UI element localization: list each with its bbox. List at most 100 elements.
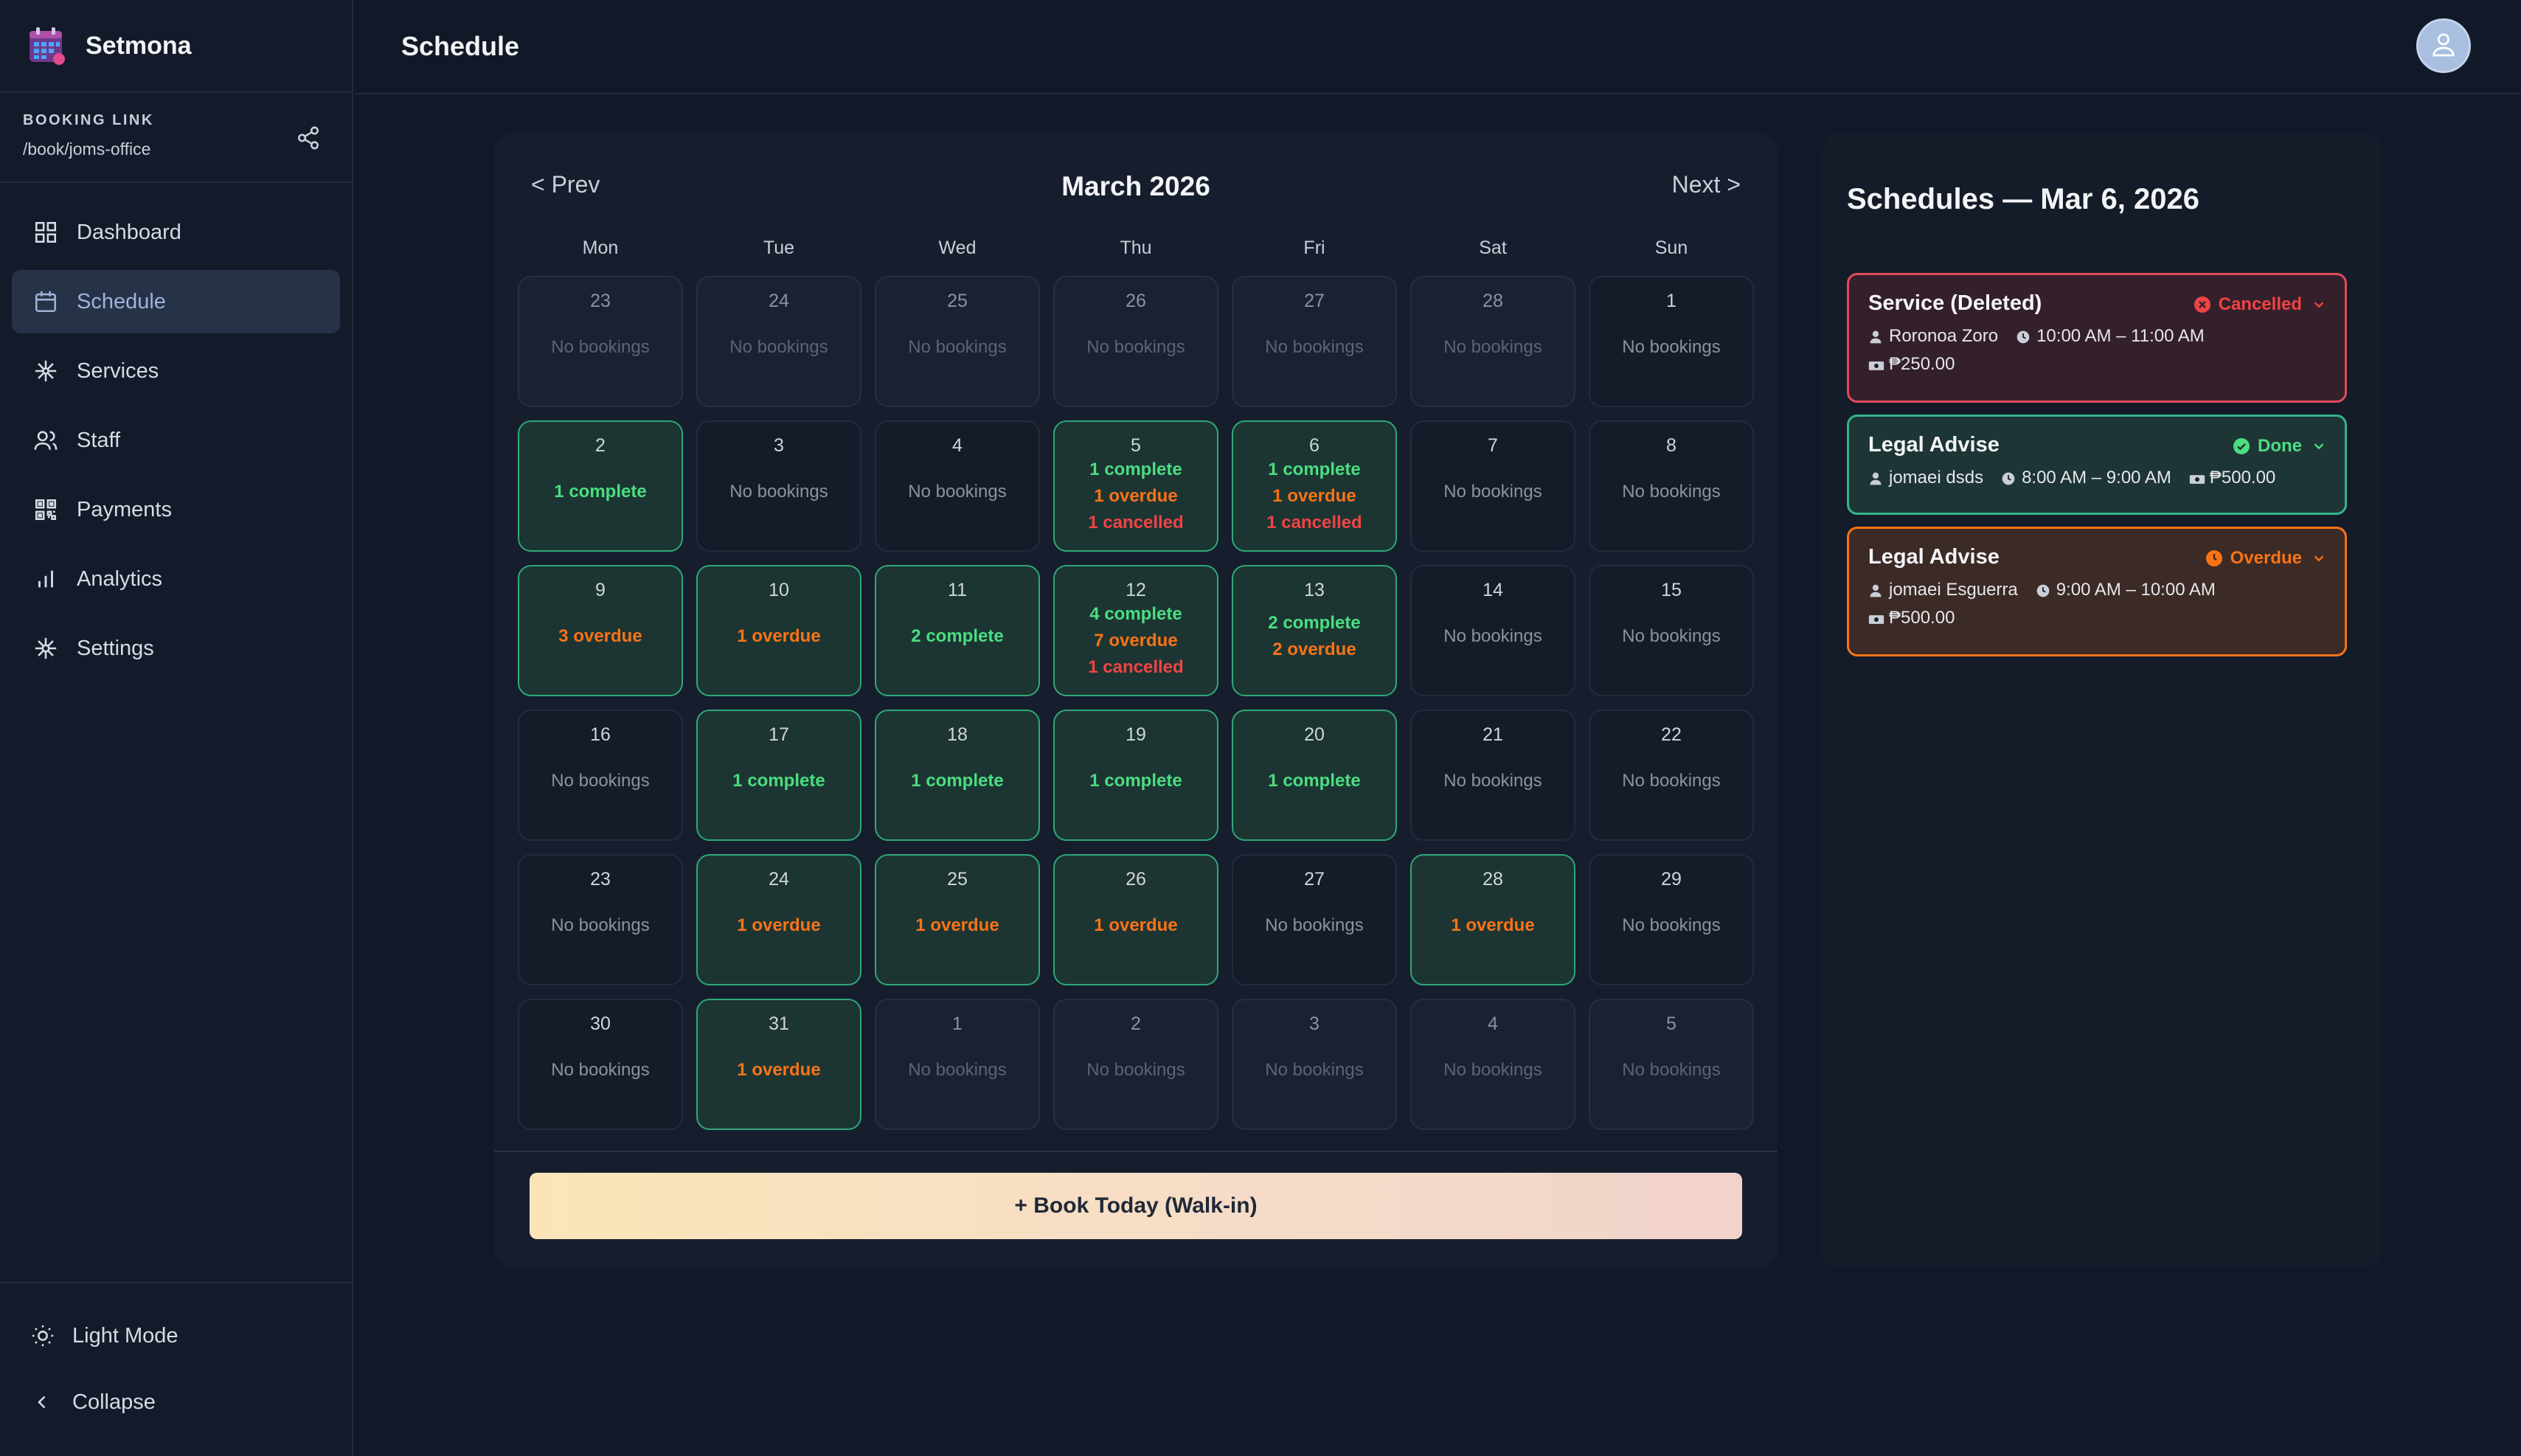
next-month-button[interactable]: Next > bbox=[1671, 171, 1741, 198]
calendar-day-cell[interactable]: 22 No bookings bbox=[1589, 710, 1754, 841]
calendar-day-cell[interactable]: 11 2 complete bbox=[875, 565, 1040, 696]
calendar-day-cell[interactable]: 27 No bookings bbox=[1232, 276, 1397, 407]
calendar-day-cell[interactable]: 23 No bookings bbox=[518, 854, 683, 985]
payments-icon bbox=[31, 495, 60, 524]
booking-stat-complete: 2 complete bbox=[911, 626, 1004, 646]
day-number: 3 bbox=[774, 435, 784, 456]
calendar-day-cell[interactable]: 24 1 overdue bbox=[696, 854, 861, 985]
day-number: 16 bbox=[590, 724, 611, 745]
sidebar-item-staff[interactable]: Staff bbox=[12, 409, 340, 472]
sidebar-item-payments[interactable]: Payments bbox=[12, 478, 340, 541]
day-stats: 1 complete bbox=[911, 748, 1003, 814]
calendar-day-cell[interactable]: 30 No bookings bbox=[518, 999, 683, 1130]
calendar-day-cell[interactable]: 13 2 complete 2 overdue bbox=[1232, 565, 1397, 696]
calendar-panel: < Prev March 2026 Next > Mon Tue Wed Thu Fri… bbox=[494, 133, 1778, 1269]
status-dropdown[interactable]: Done bbox=[2233, 436, 2327, 457]
day-number: 10 bbox=[769, 580, 789, 600]
user-icon bbox=[2429, 30, 2458, 63]
status-dropdown[interactable]: Cancelled bbox=[2194, 294, 2327, 315]
calendar-day-cell[interactable]: 2 No bookings bbox=[1053, 999, 1218, 1130]
brand: Setmona bbox=[0, 0, 352, 93]
calendar-day-cell[interactable]: 25 No bookings bbox=[875, 276, 1040, 407]
day-stats: No bookings bbox=[1443, 748, 1542, 814]
sidebar-item-dashboard[interactable]: Dashboard bbox=[12, 201, 340, 264]
day-stats: No bookings bbox=[551, 314, 649, 381]
day-stats: No bookings bbox=[908, 314, 1006, 381]
collapse-button[interactable]: Collapse bbox=[0, 1369, 352, 1435]
price-meta: ₱500.00 bbox=[2189, 468, 2275, 488]
calendar-day-cell[interactable]: 25 1 overdue bbox=[875, 854, 1040, 985]
customer-meta: jomaei dsds bbox=[1868, 468, 1983, 488]
day-stats: No bookings bbox=[729, 459, 828, 525]
weekday-label: Sat bbox=[1479, 238, 1507, 258]
calendar-day-cell[interactable]: 2 1 complete bbox=[518, 420, 683, 552]
price-meta: ₱500.00 bbox=[1868, 608, 1955, 628]
calendar-day-cell[interactable]: 29 No bookings bbox=[1589, 854, 1754, 985]
share-icon[interactable] bbox=[296, 125, 321, 150]
book-today-button[interactable]: + Book Today (Walk-in) bbox=[530, 1173, 1742, 1239]
clock-icon bbox=[2036, 583, 2050, 597]
calendar-day-cell[interactable]: 5 1 complete 1 overdue 1 cancelled bbox=[1053, 420, 1218, 552]
calendar-day-cell[interactable]: 9 3 overdue bbox=[518, 565, 683, 696]
status-dropdown[interactable]: Overdue bbox=[2205, 548, 2327, 569]
calendar-day-cell[interactable]: 27 No bookings bbox=[1232, 854, 1397, 985]
avatar[interactable] bbox=[2416, 18, 2471, 73]
booking-stat-complete: 1 complete bbox=[911, 771, 1004, 791]
booking-stat-none: No bookings bbox=[908, 1060, 1007, 1080]
calendar-day-cell[interactable]: 15 No bookings bbox=[1589, 565, 1754, 696]
calendar-day-cell[interactable]: 8 No bookings bbox=[1589, 420, 1754, 552]
calendar-day-cell[interactable]: 4 No bookings bbox=[1410, 999, 1575, 1130]
calendar-day-cell[interactable]: 10 1 overdue bbox=[696, 565, 861, 696]
calendar-day-cell[interactable]: 31 1 overdue bbox=[696, 999, 861, 1130]
calendar-day-cell[interactable]: 12 4 complete 7 overdue 1 cancelled bbox=[1053, 565, 1218, 696]
day-stats: No bookings bbox=[1622, 892, 1720, 959]
booking-stat-none: No bookings bbox=[729, 337, 828, 357]
sidebar-item-analytics[interactable]: Analytics bbox=[12, 547, 340, 611]
calendar-day-cell[interactable]: 3 No bookings bbox=[696, 420, 861, 552]
calendar-day-cell[interactable]: 16 No bookings bbox=[518, 710, 683, 841]
booking-link-path[interactable]: /book/joms-office bbox=[23, 139, 151, 159]
calendar-day-cell[interactable]: 19 1 complete bbox=[1053, 710, 1218, 841]
schedule-meta-row: Roronoa Zoro 10:00 AM – 11:00 AM bbox=[1868, 326, 2326, 347]
booking-stat-none: No bookings bbox=[551, 337, 650, 357]
sidebar-item-schedule[interactable]: Schedule bbox=[12, 270, 340, 333]
status-label: Overdue bbox=[2230, 548, 2302, 568]
calendar-day-cell[interactable]: 1 No bookings bbox=[1589, 276, 1754, 407]
calendar-day-cell[interactable]: 24 No bookings bbox=[696, 276, 861, 407]
schedule-card[interactable]: Legal Advise Done jomaei dsds 8:00 AM – 9:0… bbox=[1847, 415, 2347, 515]
calendar-day-cell[interactable]: 5 No bookings bbox=[1589, 999, 1754, 1130]
sidebar-item-settings[interactable]: Settings bbox=[12, 617, 340, 680]
chevron-down-icon bbox=[2311, 297, 2327, 313]
calendar-day-cell[interactable]: 3 No bookings bbox=[1232, 999, 1397, 1130]
schedule-card[interactable]: Service (Deleted) Cancelled Roronoa Zoro 10… bbox=[1847, 273, 2347, 403]
light-mode-toggle[interactable]: Light Mode bbox=[0, 1303, 352, 1369]
day-number: 4 bbox=[1488, 1013, 1498, 1034]
sidebar-item-label: Settings bbox=[77, 636, 154, 660]
calendar-day-cell[interactable]: 14 No bookings bbox=[1410, 565, 1575, 696]
sidebar-item-services[interactable]: Services bbox=[12, 339, 340, 403]
day-stats: No bookings bbox=[1265, 314, 1363, 381]
calendar-day-cell[interactable]: 4 No bookings bbox=[875, 420, 1040, 552]
calendar-day-cell[interactable]: 21 No bookings bbox=[1410, 710, 1575, 841]
booking-stat-none: No bookings bbox=[1443, 1060, 1542, 1080]
calendar-day-cell[interactable]: 7 No bookings bbox=[1410, 420, 1575, 552]
calendar-day-cell[interactable]: 28 No bookings bbox=[1410, 276, 1575, 407]
calendar-day-cell[interactable]: 28 1 overdue bbox=[1410, 854, 1575, 985]
calendar-day-cell[interactable]: 6 1 complete 1 overdue 1 cancelled bbox=[1232, 420, 1397, 552]
booking-stat-none: No bookings bbox=[551, 771, 650, 791]
calendar-day-cell[interactable]: 26 No bookings bbox=[1053, 276, 1218, 407]
prev-month-button[interactable]: < Prev bbox=[531, 171, 600, 198]
chevron-down-icon bbox=[2311, 550, 2327, 566]
day-stats: 1 overdue bbox=[737, 603, 820, 670]
day-stats: 2 complete bbox=[911, 603, 1003, 670]
calendar-day-cell[interactable]: 18 1 complete bbox=[875, 710, 1040, 841]
calendar-day-cell[interactable]: 20 1 complete bbox=[1232, 710, 1397, 841]
time-range: 10:00 AM – 11:00 AM bbox=[2036, 326, 2205, 346]
calendar-day-cell[interactable]: 26 1 overdue bbox=[1053, 854, 1218, 985]
schedule-card[interactable]: Legal Advise Overdue jomaei Esguerra 9:00 A… bbox=[1847, 527, 2347, 656]
day-number: 12 bbox=[1126, 580, 1146, 600]
calendar-day-cell[interactable]: 1 No bookings bbox=[875, 999, 1040, 1130]
month-title: March 2026 bbox=[1061, 171, 1210, 201]
calendar-day-cell[interactable]: 17 1 complete bbox=[696, 710, 861, 841]
calendar-day-cell[interactable]: 23 No bookings bbox=[518, 276, 683, 407]
